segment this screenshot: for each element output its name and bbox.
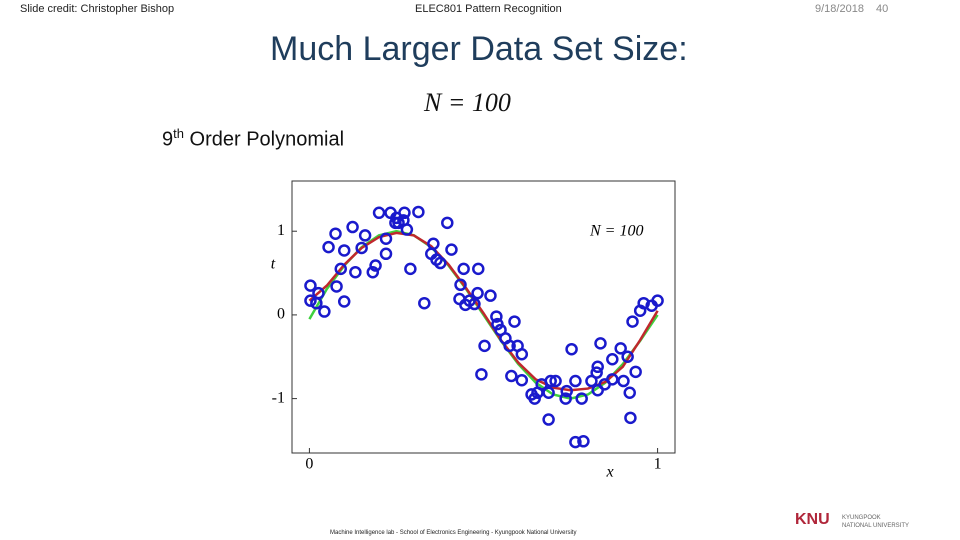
- point: [457, 262, 470, 276]
- point: [372, 206, 386, 220]
- subtitle: 9th Order Polynomial: [162, 126, 344, 152]
- point: [434, 256, 447, 270]
- point: [569, 435, 582, 449]
- order-text: Order Polynomial: [189, 128, 345, 151]
- point: [637, 296, 650, 310]
- point: [389, 216, 402, 230]
- point: [614, 342, 627, 355]
- point: [304, 279, 317, 292]
- point: [594, 337, 607, 350]
- point: [329, 227, 342, 240]
- point: [472, 262, 485, 276]
- point: [468, 297, 481, 311]
- point: [366, 265, 380, 279]
- point: [398, 206, 411, 220]
- point: [358, 229, 372, 242]
- point: [575, 392, 588, 405]
- point: [651, 294, 664, 307]
- point: [503, 339, 516, 353]
- page-number: 40: [876, 3, 889, 15]
- point: [369, 259, 382, 272]
- point: [528, 392, 541, 405]
- point: [355, 241, 368, 255]
- point: [624, 411, 637, 425]
- credit: Slide credit: Christopher Bishop: [20, 3, 175, 15]
- point: [418, 296, 431, 310]
- point: [379, 247, 393, 261]
- point: [606, 373, 619, 386]
- point: [491, 317, 504, 331]
- date: 9/18/2018: [815, 3, 864, 15]
- point: [310, 296, 323, 310]
- y-tick-label: -1: [272, 389, 285, 406]
- course: ELEC801 Pattern Recognition: [415, 3, 562, 15]
- logo-mark: KNU: [795, 511, 830, 528]
- plot-frame: [291, 180, 676, 454]
- point: [590, 366, 603, 379]
- point: [515, 347, 529, 361]
- point: [569, 374, 582, 388]
- point: [404, 262, 417, 276]
- point: [475, 368, 488, 381]
- logo-text: KYUNGPOOK NATIONAL UNIVERSITY: [842, 514, 909, 530]
- y-tick-label: 1: [277, 222, 285, 239]
- point: [304, 294, 317, 307]
- point: [454, 278, 467, 292]
- point: [412, 205, 425, 219]
- curve: [308, 231, 659, 392]
- point: [626, 315, 639, 328]
- point: [379, 232, 393, 245]
- point: [478, 339, 491, 353]
- point: [453, 292, 466, 306]
- point: [559, 392, 572, 405]
- footer: Machine Intelligence lab - School of Ele…: [330, 530, 577, 536]
- point: [427, 237, 440, 251]
- point: [330, 280, 343, 293]
- point: [349, 265, 362, 279]
- point: [441, 216, 454, 230]
- point: [542, 413, 555, 426]
- point: [621, 350, 634, 364]
- point: [471, 286, 484, 300]
- logo-line: KYUNGPOOK: [842, 515, 881, 521]
- point: [505, 369, 518, 383]
- point: [565, 342, 578, 356]
- point: [591, 360, 604, 374]
- slide-title: Much Larger Data Set Size:: [270, 30, 688, 68]
- point: [549, 374, 562, 388]
- point: [544, 374, 557, 388]
- point: [629, 365, 642, 379]
- y-axis-label: t: [271, 256, 276, 273]
- point: [334, 262, 347, 276]
- annotation: N = 100: [589, 223, 643, 240]
- point: [617, 374, 630, 388]
- x-axis-label: x: [605, 464, 613, 481]
- point: [623, 386, 636, 399]
- logo-line: NATIONAL UNIVERSITY: [842, 523, 910, 529]
- point: [346, 220, 359, 234]
- x-tick-label: 0: [305, 456, 313, 473]
- y-tick-label: 0: [277, 306, 285, 323]
- point: [322, 240, 335, 254]
- point: [606, 353, 619, 366]
- point: [591, 383, 604, 397]
- point: [484, 289, 497, 302]
- point: [560, 384, 573, 398]
- point: [515, 373, 529, 387]
- point: [542, 386, 555, 399]
- x-tick-label: 1: [654, 456, 662, 473]
- point: [337, 295, 351, 308]
- point: [508, 315, 521, 328]
- point: [400, 223, 414, 236]
- point: [337, 244, 351, 257]
- point: [445, 243, 458, 256]
- point: [318, 305, 331, 318]
- formula: N = 100: [424, 88, 511, 117]
- point: [577, 435, 590, 448]
- suffix: th: [173, 126, 184, 141]
- point: [490, 310, 503, 323]
- order: 9: [162, 128, 174, 151]
